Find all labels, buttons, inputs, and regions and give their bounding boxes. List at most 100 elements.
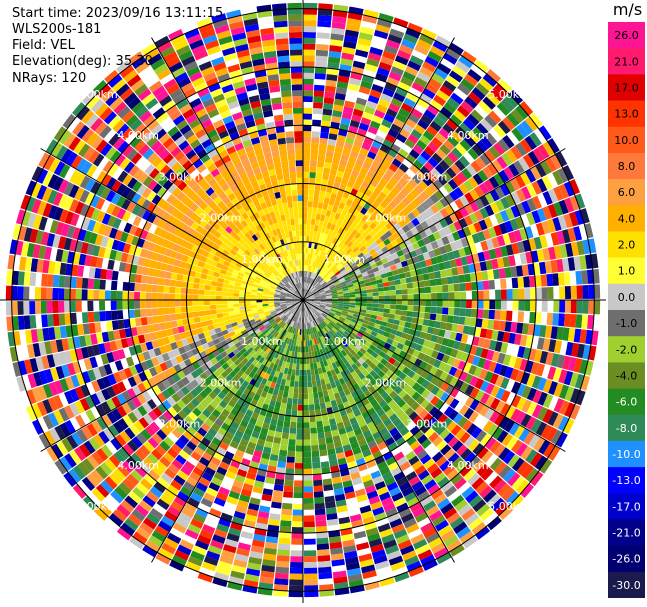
- velocity-gate: [359, 26, 375, 36]
- velocity-gate: [330, 257, 336, 264]
- velocity-gate: [409, 269, 417, 277]
- velocity-gate: [363, 9, 379, 19]
- velocity-gate: [139, 292, 146, 300]
- velocity-gate: [377, 307, 385, 313]
- velocity-gate: [407, 369, 416, 379]
- velocity-gate: [303, 189, 309, 196]
- velocity-gate: [366, 303, 373, 308]
- velocity-gate: [308, 296, 315, 299]
- velocity-gate: [371, 252, 379, 259]
- velocity-gate: [305, 346, 309, 353]
- velocity-gate: [477, 300, 484, 309]
- velocity-gate: [505, 310, 513, 322]
- velocity-gate: [516, 460, 530, 476]
- velocity-gate: [372, 292, 379, 297]
- velocity-gate: [280, 514, 292, 522]
- velocity-gate: [305, 305, 309, 311]
- velocity-gate: [385, 408, 395, 418]
- velocity-gate: [389, 304, 397, 310]
- velocity-gate: [313, 90, 325, 98]
- velocity-gate: [487, 423, 499, 437]
- velocity-gate: [483, 489, 497, 503]
- velocity-gate: [376, 486, 389, 496]
- velocity-gate: [334, 176, 343, 184]
- velocity-gate: [347, 411, 356, 420]
- velocity-gate: [314, 497, 325, 504]
- velocity-gate: [297, 416, 303, 423]
- velocity-gate: [215, 295, 222, 300]
- velocity-gate: [310, 345, 314, 352]
- velocity-gate: [395, 309, 402, 316]
- velocity-gate: [306, 283, 309, 289]
- velocity-gate: [324, 318, 331, 324]
- velocity-gate: [446, 97, 460, 110]
- velocity-gate: [393, 335, 401, 343]
- velocity-gate: [482, 229, 492, 240]
- velocity-gate: [365, 218, 373, 227]
- velocity-gate: [340, 117, 351, 126]
- velocity-gate: [326, 222, 332, 230]
- velocity-gate: [104, 290, 111, 300]
- velocity-gate: [329, 322, 335, 328]
- velocity-gate: [370, 398, 379, 408]
- ppi-plot: 1.00km1.00km1.00km1.00km2.00km2.00km2.00…: [0, 0, 606, 603]
- velocity-gate: [371, 549, 386, 559]
- velocity-gate: [305, 253, 308, 260]
- velocity-gate: [412, 382, 421, 392]
- velocity-gate: [382, 281, 390, 287]
- velocity-gate: [427, 356, 437, 366]
- velocity-gate: [307, 303, 313, 308]
- velocity-gate: [52, 274, 60, 288]
- velocity-gate: [371, 140, 382, 150]
- velocity-gate: [388, 103, 401, 113]
- velocity-gate: [413, 287, 420, 294]
- velocity-gate: [517, 311, 525, 323]
- velocity-gate: [421, 379, 431, 389]
- velocity-gate: [453, 109, 467, 122]
- velocity-gate: [402, 71, 416, 82]
- velocity-gate: [388, 200, 398, 209]
- velocity-gate: [396, 476, 408, 487]
- velocity-gate: [325, 332, 331, 339]
- velocity-gate: [87, 311, 95, 323]
- velocity-gate: [293, 480, 303, 487]
- velocity-gate: [450, 348, 459, 358]
- velocity-gate: [325, 325, 331, 332]
- velocity-gate: [368, 229, 377, 238]
- velocity-gate: [315, 520, 327, 527]
- velocity-gate: [309, 410, 316, 417]
- velocity-gate: [337, 303, 344, 307]
- velocity-gate: [198, 294, 205, 300]
- velocity-gate: [552, 367, 562, 382]
- velocity-gate: [471, 233, 481, 244]
- velocity-gate: [374, 480, 386, 491]
- velocity-gate: [422, 176, 433, 187]
- velocity-gate: [407, 211, 416, 221]
- velocity-gate: [319, 449, 328, 457]
- velocity-gate: [494, 501, 510, 516]
- velocity-gate: [331, 342, 338, 349]
- velocity-gate: [365, 328, 373, 335]
- velocity-gate: [58, 275, 66, 288]
- velocity-gate: [431, 152, 443, 164]
- velocity-gate: [384, 295, 391, 300]
- velocity-gate: [406, 435, 417, 446]
- velocity-gate: [320, 264, 326, 271]
- velocity-gate: [303, 165, 310, 172]
- velocity-gate: [314, 300, 321, 302]
- velocity-gate: [405, 230, 414, 239]
- velocity-gate: [557, 416, 570, 432]
- velocity-gate: [378, 241, 386, 249]
- velocity-gate: [312, 327, 316, 334]
- velocity-gate: [107, 259, 115, 270]
- velocity-gate: [359, 505, 372, 514]
- velocity-gate: [346, 567, 362, 577]
- velocity-gate: [360, 238, 368, 246]
- velocity-gate: [483, 338, 492, 350]
- velocity-gate: [347, 312, 354, 317]
- velocity-gate: [381, 158, 392, 168]
- velocity-gate: [193, 277, 201, 284]
- velocity-gate: [452, 231, 461, 241]
- velocity-gate: [372, 506, 385, 516]
- velocity-gate: [465, 308, 472, 317]
